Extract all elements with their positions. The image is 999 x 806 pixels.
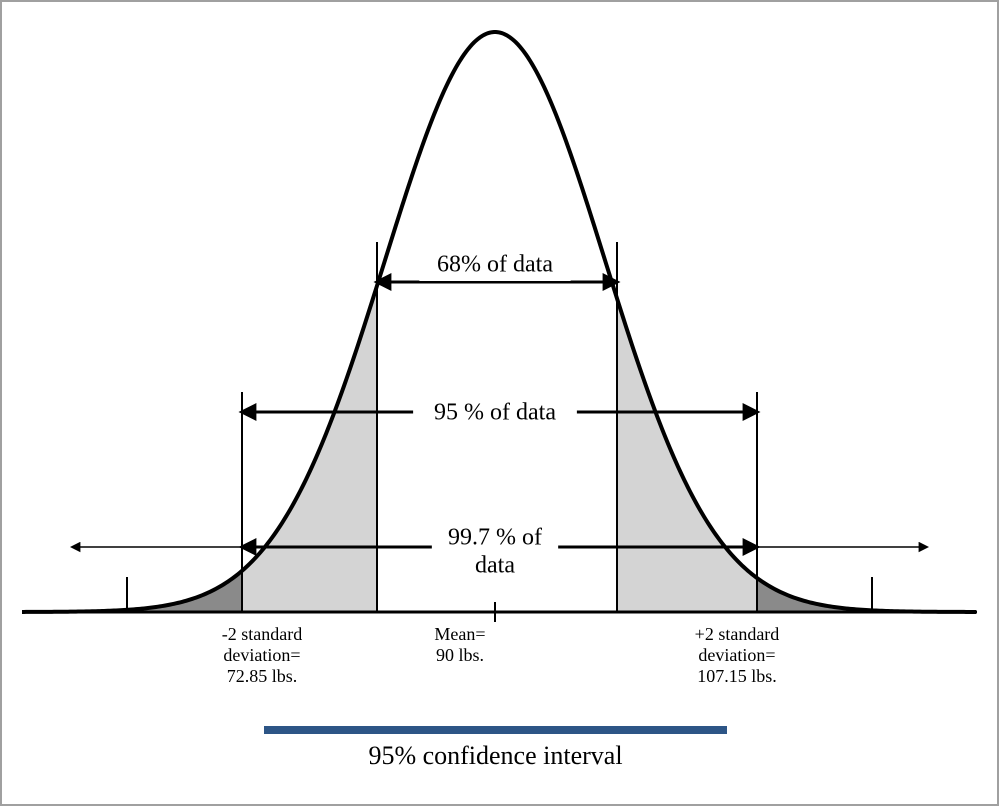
pos2sd-label: +2 standard bbox=[695, 624, 780, 644]
label-68: 68% of data bbox=[437, 251, 553, 277]
axis-labels: Mean=90 lbs.-2 standarddeviation=72.85 l… bbox=[222, 624, 780, 686]
neg2sd-label: deviation= bbox=[223, 645, 300, 665]
pos2sd-label: deviation= bbox=[698, 645, 775, 665]
label-95: 95 % of data bbox=[434, 399, 556, 425]
diagram-frame: 68% of data 95 % of data 99.7 % ofdata Mea… bbox=[0, 0, 999, 806]
neg2sd-label: -2 standard bbox=[222, 624, 302, 644]
mean-label: Mean= bbox=[434, 624, 485, 644]
label-997: 99.7 % of bbox=[448, 524, 542, 550]
mean-label: 90 lbs. bbox=[436, 645, 484, 665]
pos2sd-label: 107.15 lbs. bbox=[697, 666, 777, 686]
label-997: data bbox=[475, 552, 515, 578]
range-labels: 68% of data 95 % of data 99.7 % ofdata bbox=[413, 247, 577, 582]
bell-curve-svg: 68% of data 95 % of data 99.7 % ofdata Mea… bbox=[2, 2, 997, 804]
neg2sd-label: 72.85 lbs. bbox=[227, 666, 298, 686]
confidence-interval-label: 95% confidence interval bbox=[368, 741, 622, 770]
